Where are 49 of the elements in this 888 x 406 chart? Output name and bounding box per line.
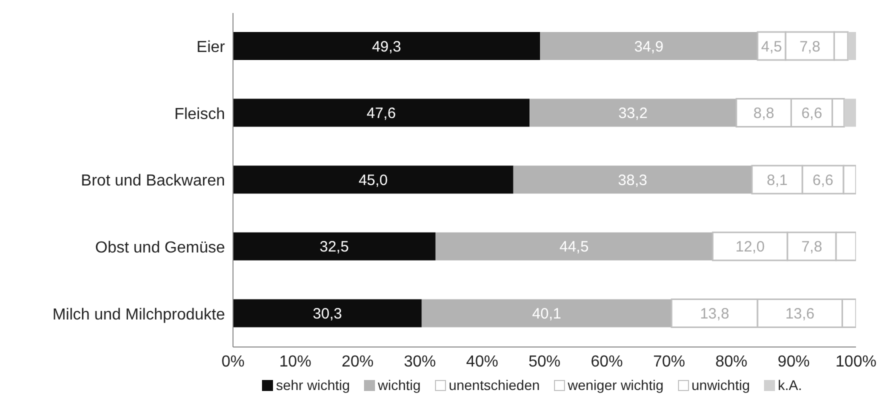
data-label: 34,9 [634, 38, 664, 56]
bar [233, 232, 436, 260]
x-tick-label: 30% [404, 353, 436, 370]
x-tick-label: 50% [528, 353, 561, 370]
legend-label: unwichtig [690, 377, 750, 393]
data-label: 13,6 [785, 306, 815, 323]
bar [233, 98, 530, 127]
data-label: 4,5 [761, 38, 782, 56]
data-label: 7,8 [799, 38, 820, 56]
x-tick-label: 100% [836, 353, 876, 370]
data-label: 6,6 [801, 105, 822, 122]
bar [844, 98, 856, 127]
data-label: 47,6 [366, 105, 396, 122]
x-tick-label: 40% [466, 353, 498, 370]
data-label: 8,8 [753, 105, 774, 122]
x-tick-label: 0% [221, 353, 245, 370]
bar [233, 299, 422, 328]
data-label: 6,6 [812, 172, 834, 189]
data-label: 30,3 [312, 306, 342, 323]
legend-label: unentschieden [448, 377, 540, 393]
data-label: 44,5 [559, 238, 589, 256]
y-tick-label: Obst und Gemüse [95, 239, 226, 256]
data-label: 13,8 [700, 306, 730, 323]
legend-label: wichtig [376, 377, 421, 393]
data-label: 32,5 [320, 238, 349, 256]
x-tick-label: 10% [279, 353, 312, 370]
bar [233, 32, 540, 60]
y-tick-label: Milch und Milchprodukte [52, 306, 226, 324]
data-label: 7,8 [801, 238, 822, 256]
x-tick-label: 90% [778, 353, 810, 370]
data-label: 33,2 [618, 105, 648, 122]
y-tick-label: Brot und Backwaren [80, 172, 225, 190]
x-tick-label: 80% [715, 353, 748, 370]
data-label: 12,0 [735, 238, 765, 256]
legend-label: weniger wichtig [566, 377, 664, 393]
x-tick-label: 20% [342, 353, 374, 370]
x-tick-label: 70% [653, 353, 686, 370]
data-label: 45,0 [358, 172, 388, 189]
data-label: 8,1 [766, 172, 788, 189]
data-label: 49,3 [372, 38, 402, 56]
data-label: 40,1 [532, 306, 562, 323]
y-tick-label: Eier [196, 39, 226, 56]
data-label: 38,3 [618, 172, 648, 189]
y-tick-label: Fleisch [174, 106, 225, 123]
bar [233, 166, 514, 194]
legend-label: k.A. [776, 377, 802, 393]
legend-label: sehr wichtig [274, 377, 350, 393]
bar [848, 32, 856, 60]
x-tick-label: 60% [590, 353, 623, 370]
